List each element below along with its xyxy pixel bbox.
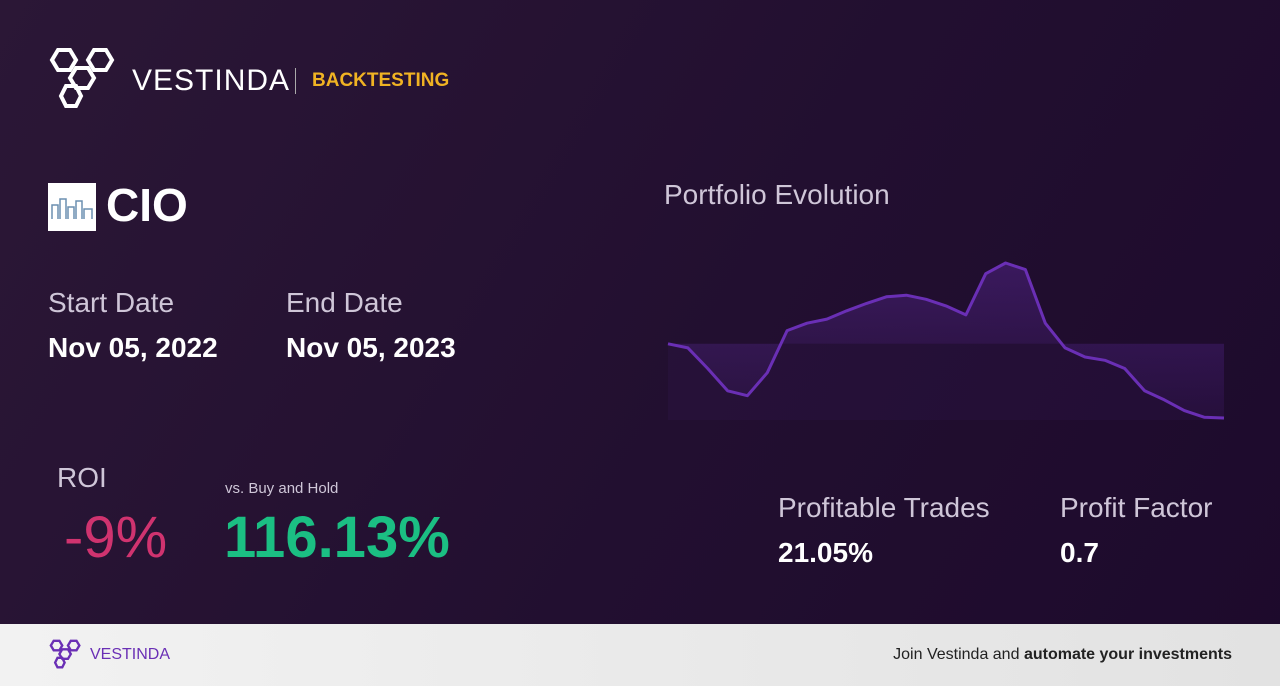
trades-value: 21.05% [778,537,873,568]
buy-hold-label: vs. Buy and Hold [225,480,339,497]
start-label: Start Date [48,287,175,318]
brand: VESTINDA [132,64,291,97]
chart-title: Portfolio Evolution [664,179,890,210]
footer-brand: VESTINDA [90,646,171,663]
logo [49,48,115,108]
section: BACKTESTING [312,70,450,91]
end-label: End Date [286,287,403,318]
footer-bold: automate your investments [1023,646,1232,663]
footer-text: Join Vestinda and automate your investme… [893,646,1232,664]
roi-label: ROI [57,462,107,493]
trades-label: Profitable Trades [778,492,990,523]
divider [295,68,296,94]
end-value: Nov 05, 2023 [286,332,456,363]
factor-label: Profit Factor [1060,492,1213,523]
start-value: Nov 05, 2022 [48,332,218,363]
ticker-logo [48,183,96,231]
footer-logo [49,639,81,669]
footer-prefix: Join Vestinda and [893,646,1020,663]
ticker: CIO [106,179,188,231]
roi-value: -9% [64,505,168,570]
line [667,261,1225,420]
buy-hold-value: 116.13% [224,505,450,570]
chart: Portfolio Evolution [664,179,1225,420]
factor-value: 0.7 [1060,537,1099,568]
footer: VESTINDA Join Vestinda and automate your… [0,624,1280,686]
area [668,263,1224,418]
